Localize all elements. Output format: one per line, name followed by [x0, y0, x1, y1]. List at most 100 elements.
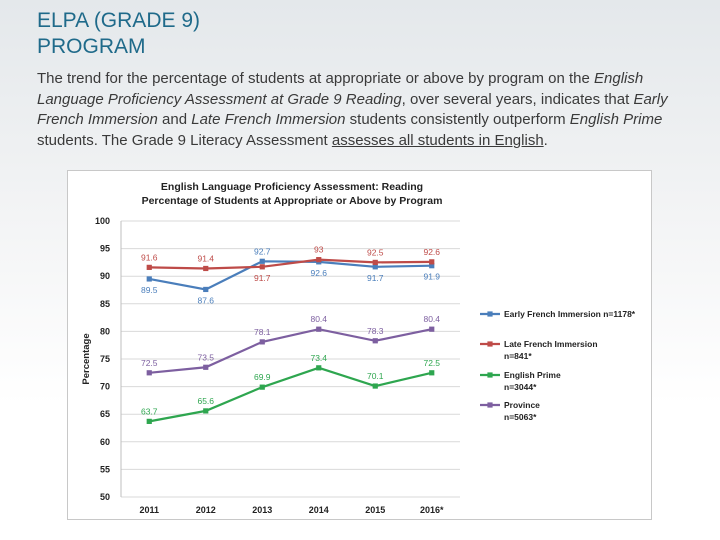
para-text: , over several years, indicates that [401, 90, 634, 108]
y-tick-label: 85 [100, 299, 110, 309]
data-label: 93 [314, 245, 324, 255]
data-label: 92.6 [310, 268, 327, 278]
legend-swatch-marker [487, 341, 493, 347]
data-label: 91.7 [254, 273, 271, 283]
slide-paragraph: The trend for the percentage of students… [37, 69, 697, 151]
y-tick-label: 50 [100, 492, 110, 502]
data-label: 92.6 [423, 247, 440, 257]
y-tick-label: 95 [100, 244, 110, 254]
legend-entry-label: English Prime [504, 370, 561, 380]
data-label: 91.7 [367, 273, 384, 283]
para-text: and [157, 111, 192, 128]
x-tick-label: 2011 [139, 505, 159, 515]
data-point [429, 259, 435, 265]
slide-title-line-2: PROGRAM [37, 35, 146, 58]
data-point [259, 258, 265, 264]
x-tick-label: 2014 [309, 505, 329, 515]
para-text: students. The Grade 9 Literacy Assessmen… [37, 131, 332, 149]
gridlines [120, 220, 460, 498]
data-point [316, 326, 322, 332]
slide-title: ELPA (GRADE 9) PROGRAM [37, 8, 437, 60]
data-point [146, 418, 152, 424]
slide-title-line-1: ELPA (GRADE 9) [37, 9, 200, 32]
x-tick-label: 2012 [196, 505, 216, 515]
chart-frame: English Language Proficiency Assessment:… [67, 170, 652, 520]
data-label: 91.9 [423, 272, 440, 282]
legend-entry-count: n=3044* [504, 382, 537, 392]
para-early-french: Early French Immersion [37, 90, 668, 129]
data-point [372, 338, 378, 344]
para-underlined-text: assesses all students in English [331, 131, 544, 149]
data-label: 78.1 [254, 327, 271, 337]
data-label: 91.6 [141, 252, 158, 262]
data-label: 80.4 [310, 314, 327, 324]
data-label: 73.5 [197, 352, 214, 362]
y-tick-label: 80 [100, 326, 110, 336]
para-text: students consistently outperform [345, 111, 570, 128]
x-tick-label: 2016* [420, 505, 444, 515]
data-label: 89.5 [141, 285, 158, 295]
data-point [203, 364, 209, 370]
data-label: 63.7 [141, 406, 158, 416]
legend-entry-label: Late French Immersion [504, 339, 598, 349]
data-point [259, 384, 265, 390]
data-label: 72.5 [423, 358, 440, 368]
data-point [429, 370, 435, 376]
data-point [259, 264, 265, 270]
para-late-french: Late French Immersion [191, 111, 346, 128]
legend: Early French Immersion n=1178* Late Frenc… [480, 309, 636, 422]
data-point [316, 257, 322, 263]
data-point [146, 370, 152, 376]
x-tick-label: 2013 [252, 505, 272, 515]
data-label: 70.1 [367, 371, 384, 381]
chart-title: English Language Proficiency Assessment:… [161, 181, 423, 193]
data-point [203, 265, 209, 272]
data-label: 91.4 [197, 253, 214, 263]
series-line [149, 258, 432, 270]
chart-subtitle: Percentage of Students at Appropriate or… [142, 195, 443, 207]
data-label: 72.5 [141, 358, 158, 368]
para-english-prime: English Prime [569, 111, 663, 128]
legend-entry-count: n=5063* [504, 412, 537, 422]
series-line [149, 260, 432, 291]
y-tick-label: 90 [100, 271, 110, 281]
legend-swatch-marker [487, 311, 493, 317]
data-point [203, 408, 209, 414]
para-assessment-name: English Language Proficiency Assessment … [37, 70, 644, 108]
data-point [372, 259, 378, 265]
data-label: 73.4 [310, 353, 327, 363]
data-label: 65.6 [197, 396, 214, 406]
legend-swatch-marker [487, 372, 493, 378]
y-tick-label: 60 [100, 437, 110, 447]
data-point [429, 263, 435, 269]
legend-swatch-marker [487, 402, 493, 408]
data-point [372, 264, 378, 270]
legend-entry-count: n=841* [504, 351, 532, 361]
y-tick-label: 100 [95, 216, 110, 226]
data-point [372, 383, 378, 389]
x-tick-label: 2015 [365, 505, 385, 515]
data-label: 69.9 [254, 372, 271, 382]
series-line [149, 366, 433, 423]
para-text: . [543, 131, 548, 149]
series-line [149, 328, 432, 374]
y-tick-label: 75 [100, 354, 110, 364]
data-label: 78.3 [367, 326, 384, 336]
data-point [203, 286, 209, 293]
data-label: 92.5 [367, 247, 384, 257]
y-axis-ticks: 50 55 60 65 70 75 80 85 90 95 100 [95, 216, 110, 502]
data-label: 87.6 [197, 295, 214, 305]
y-tick-label: 55 [100, 464, 110, 474]
series-layer [146, 257, 435, 424]
data-point [146, 276, 152, 282]
data-label: 80.4 [423, 314, 440, 324]
y-axis-label: Percentage [81, 333, 92, 384]
data-point [316, 365, 322, 371]
data-point [259, 339, 265, 345]
y-tick-label: 70 [100, 382, 110, 392]
legend-entry-label: Province [504, 400, 540, 410]
para-text: The trend for the percentage of students… [37, 70, 595, 87]
x-axis-ticks: 2011 2012 2013 2014 2015 2016* [139, 505, 444, 515]
y-tick-label: 65 [100, 409, 110, 419]
legend-entry-label: Early French Immersion n=1178* [504, 309, 636, 319]
